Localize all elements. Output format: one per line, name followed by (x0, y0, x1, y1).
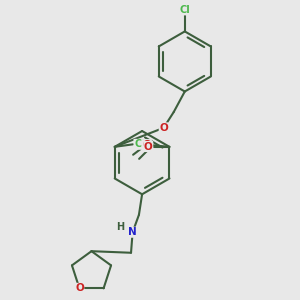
Text: Cl: Cl (179, 5, 190, 15)
Text: O: O (144, 142, 153, 152)
Text: O: O (142, 140, 151, 150)
Text: Cl: Cl (134, 139, 145, 149)
Text: H: H (116, 221, 124, 232)
Text: O: O (143, 140, 152, 150)
Text: O: O (75, 284, 84, 293)
Text: N: N (128, 227, 137, 237)
Text: O: O (159, 123, 168, 133)
